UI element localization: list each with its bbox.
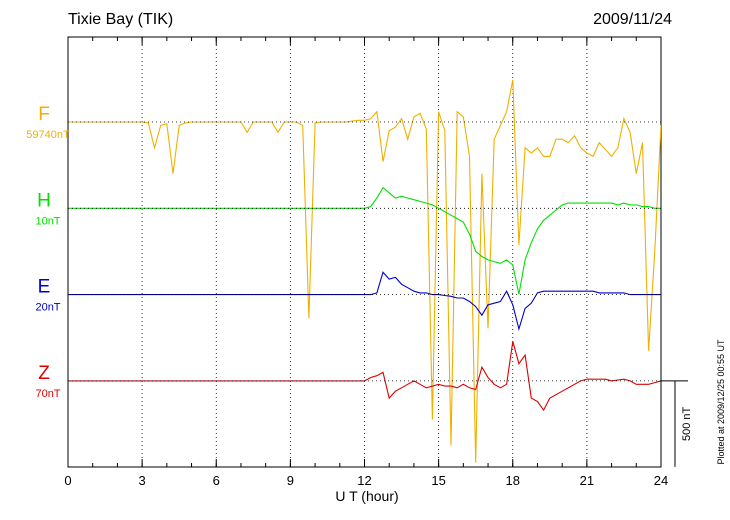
x-tick-label: 15 xyxy=(431,473,445,488)
chart-title: Tixie Bay (TIK) xyxy=(68,11,173,28)
x-tick-label: 6 xyxy=(213,473,220,488)
x-tick-label: 3 xyxy=(139,473,146,488)
x-axis-label: U T (hour) xyxy=(335,488,398,504)
series-name: E xyxy=(38,277,51,298)
trace xyxy=(68,271,661,332)
plot-note: Plotted at 2009/12/25 00:55 UT xyxy=(716,339,726,465)
trace xyxy=(68,341,661,412)
baseline-label: 20nT xyxy=(35,302,60,314)
trace xyxy=(68,79,661,463)
baseline-label: 59740nT xyxy=(26,129,70,141)
x-tick-label: 0 xyxy=(64,473,71,488)
x-tick-label: 9 xyxy=(287,473,294,488)
series-name: Z xyxy=(38,363,50,384)
chart-date: 2009/11/24 xyxy=(593,11,672,28)
x-tick-label: 12 xyxy=(357,473,371,488)
series-name: H xyxy=(37,190,51,211)
series-name: F xyxy=(38,104,50,125)
x-tick-label: 24 xyxy=(654,473,668,488)
baseline-label: 10nT xyxy=(35,215,60,227)
x-tick-label: 21 xyxy=(580,473,594,488)
baseline-label: 70nT xyxy=(35,388,60,400)
x-tick-label: 18 xyxy=(506,473,520,488)
scale-bar-label: 500 nT xyxy=(681,406,693,441)
